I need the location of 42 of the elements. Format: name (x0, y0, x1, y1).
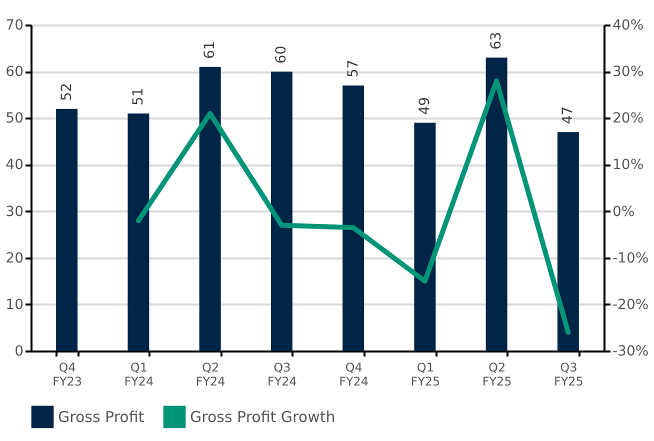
x-tick-label: Q2 FY25 (482, 360, 512, 388)
bar (199, 66, 221, 351)
x-tick-label: Q3 FY24 (267, 360, 297, 388)
data-label: 52 (58, 83, 75, 101)
data-label: 61 (202, 41, 218, 59)
y2-tick-label: 0% (612, 204, 635, 220)
y-tick-label: 10 (6, 296, 24, 313)
data-label: 49 (416, 96, 433, 115)
x-tick-label: Q1 FY25 (410, 360, 440, 388)
y-tick-label: 20 (6, 250, 24, 266)
y2-tick-label: -20% (612, 296, 649, 313)
y-tick-label: 40 (6, 157, 24, 174)
y-tick-label: 30 (6, 204, 24, 220)
bar (342, 86, 364, 351)
y-tick-label: 50 (6, 110, 24, 127)
y2-tick-label: -10% (612, 250, 649, 266)
x-tick-label: Q4 FY23 (52, 360, 82, 388)
data-label: 63 (488, 32, 505, 50)
bar (128, 113, 150, 351)
bar (557, 132, 579, 351)
legend-label: Gross Profit Growth (190, 408, 336, 426)
y2-tick-label: -30% (612, 344, 649, 360)
data-label: 51 (130, 88, 146, 106)
x-tick-label: Q2 FY24 (196, 360, 226, 388)
y-tick-label: 0 (14, 344, 24, 360)
bar (414, 122, 436, 351)
data-label: 47 (560, 106, 576, 124)
data-label: 57 (345, 60, 362, 78)
y-tick-label: 70 (6, 18, 24, 34)
bar (56, 108, 78, 351)
x-tick-label: Q4 FY24 (339, 360, 369, 388)
y-tick-label: 60 (6, 64, 24, 80)
y2-tick-label: 40% (612, 18, 644, 34)
y2-tick-label: 10% (612, 157, 644, 174)
legend-label: Gross Profit (58, 408, 144, 426)
bar (486, 58, 508, 351)
x-tick-label: Q1 FY24 (124, 360, 154, 388)
y2-tick-label: 20% (612, 110, 644, 127)
bar (270, 72, 292, 351)
data-label: 60 (274, 46, 290, 64)
x-tick-label: Q3 FY25 (554, 360, 584, 388)
y2-tick-label: 30% (612, 64, 644, 80)
